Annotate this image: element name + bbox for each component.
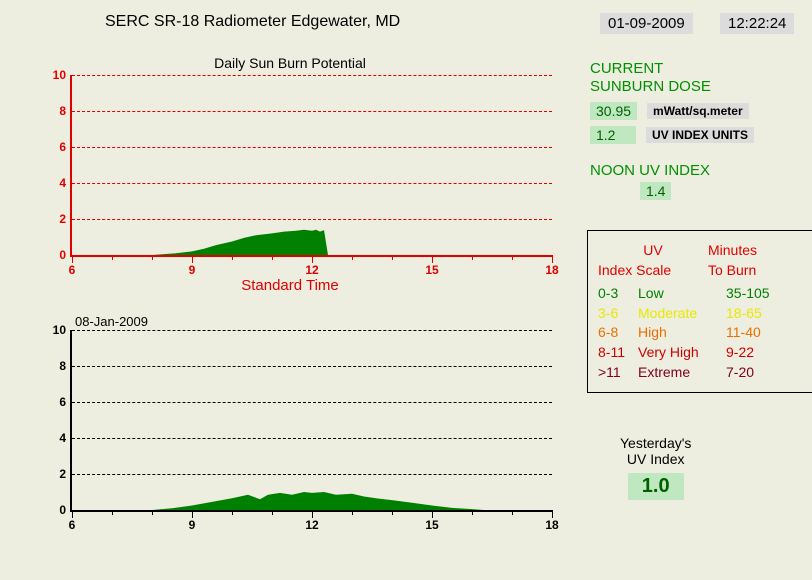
x-axis-label: Standard Time	[241, 277, 339, 294]
noon-value-row: 1.4	[640, 183, 800, 201]
current-dose-panel: CURRENT SUNBURN DOSE 30.95 mWatt/sq.mete…	[590, 60, 800, 201]
noon-title: NOON UV INDEX	[590, 162, 800, 179]
page-title: SERC SR-18 Radiometer Edgewater, MD	[105, 13, 400, 31]
yesterday-line2: UV Index	[620, 451, 691, 467]
dose-value: 30.95	[590, 102, 637, 120]
current-title: CURRENT SUNBURN DOSE	[590, 60, 800, 96]
index-unit: UV INDEX UNITS	[646, 127, 754, 143]
noon-value: 1.4	[640, 182, 671, 200]
scale-row: 0-3Low35-105	[598, 284, 808, 304]
yesterday-panel: Yesterday's UV Index 1.0	[620, 435, 691, 500]
plot-area-today: 024681069121518	[70, 75, 552, 257]
index-value: 1.2	[590, 126, 636, 144]
dose-row: 30.95 mWatt/sq.meter	[590, 102, 800, 120]
uv-scale-table: UV Index Scale Minutes To Burn 0-3Low35-…	[587, 230, 812, 393]
chart-title: Daily Sun Burn Potential	[20, 55, 560, 71]
chart-date-label: 08-Jan-2009	[75, 314, 148, 329]
dose-unit: mWatt/sq.meter	[647, 103, 749, 119]
scale-row: 6-8High11-40	[598, 323, 808, 343]
plot-area-yesterday: 024681069121518	[70, 330, 552, 512]
scale-row: >11Extreme 7-20	[598, 363, 808, 383]
index-row: 1.2 UV INDEX UNITS	[590, 126, 800, 144]
date-display: 01-09-2009	[600, 13, 693, 34]
scale-header: UV Index Scale Minutes To Burn	[598, 241, 808, 280]
scale-row: 3-6Moderate18-65	[598, 304, 808, 324]
chart-yesterday: 08-Jan-2009 024681069121518	[20, 310, 560, 512]
yesterday-value: 1.0	[628, 473, 684, 500]
chart-today: Daily Sun Burn Potential 024681069121518…	[20, 55, 560, 257]
time-display: 12:22:24	[720, 13, 794, 34]
scale-rows: 0-3Low35-1053-6Moderate18-656-8High11-40…	[598, 284, 808, 382]
scale-row: 8-11Very High 9-22	[598, 343, 808, 363]
yesterday-line1: Yesterday's	[620, 435, 691, 451]
